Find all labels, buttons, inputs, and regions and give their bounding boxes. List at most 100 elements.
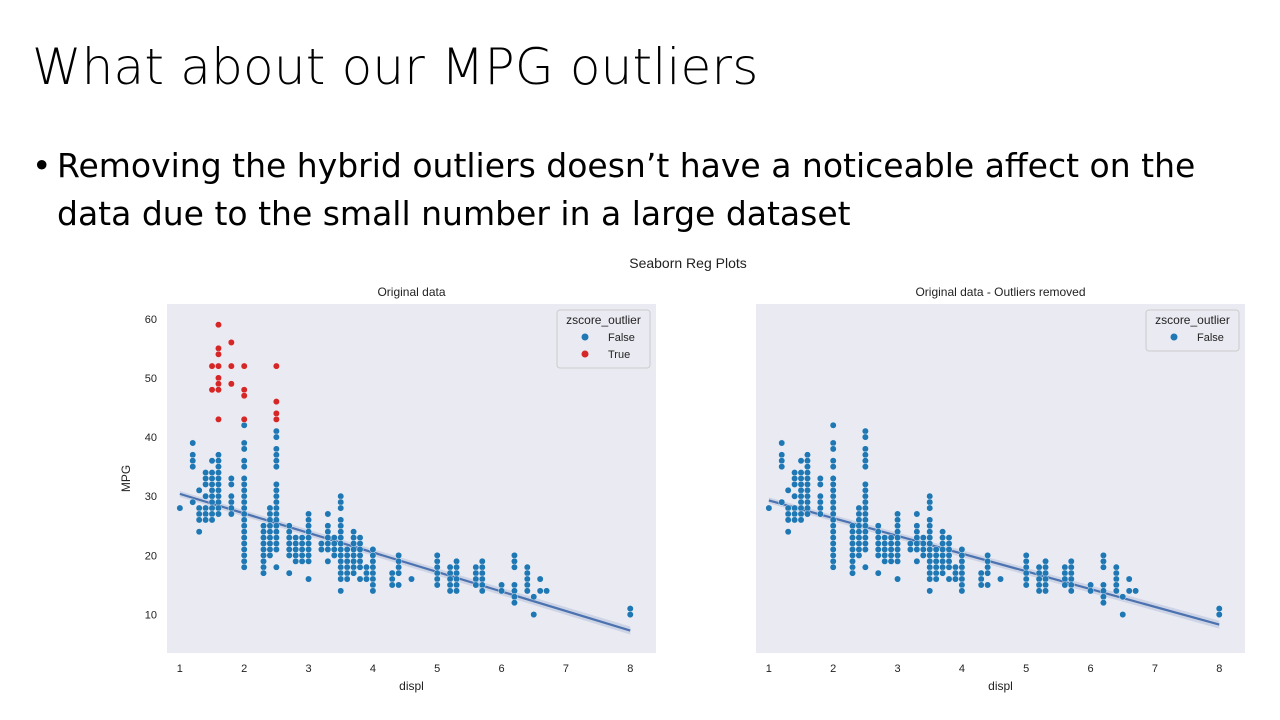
x-tick-label: 1 <box>766 663 772 675</box>
scatter-point-false <box>369 563 377 571</box>
scatter-point-false <box>861 481 869 488</box>
scatter-point-false <box>913 528 921 536</box>
x-tick-label: 5 <box>1023 663 1029 675</box>
scatter-point-false <box>855 540 863 547</box>
scatter-point-false <box>913 534 921 542</box>
scatter-point-true <box>208 386 216 394</box>
scatter-point-false <box>240 510 248 518</box>
scatter-point-false <box>1061 575 1069 583</box>
scatter-point-false <box>1035 569 1043 577</box>
scatter-point-false <box>1061 569 1069 577</box>
scatter-point-false <box>272 546 280 553</box>
scatter-point-false <box>829 498 837 506</box>
scatter-point-false <box>511 563 518 571</box>
subplot-title: Original data - Outliers removed <box>915 285 1085 299</box>
scatter-point-false <box>433 569 441 577</box>
scatter-point-false <box>778 463 786 471</box>
scatter-point-false <box>804 481 811 488</box>
scatter-point-false <box>861 445 869 453</box>
scatter-point-false <box>260 563 267 571</box>
scatter-point-false <box>945 557 953 565</box>
scatter-point-false <box>363 563 370 571</box>
scatter-point-false <box>240 439 248 447</box>
scatter-point-false <box>1112 569 1120 577</box>
scatter-point-false <box>784 528 792 536</box>
x-tick-label: 3 <box>305 663 311 675</box>
legend-marker-false <box>1170 333 1178 341</box>
scatter-point-false <box>626 611 634 618</box>
scatter-point-false <box>945 546 953 553</box>
scatter-point-false <box>285 534 293 542</box>
scatter-point-false <box>855 551 863 559</box>
scatter-point-false <box>240 516 248 524</box>
x-axis-label: displ <box>399 679 424 693</box>
scatter-point-false <box>356 546 364 553</box>
scatter-point-true <box>215 386 222 394</box>
scatter-point-false <box>337 540 345 547</box>
scatter-point-false <box>919 546 927 553</box>
scatter-point-false <box>849 546 856 553</box>
scatter-point-false <box>215 457 222 465</box>
scatter-point-false <box>369 557 377 565</box>
scatter-point-false <box>829 492 837 500</box>
scatter-point-false <box>919 551 927 559</box>
scatter-point-false <box>1087 587 1094 595</box>
scatter-point-false <box>997 575 1004 583</box>
scatter-point-false <box>894 575 901 583</box>
scatter-point-false <box>849 569 856 577</box>
scatter-point-false <box>797 510 805 518</box>
scatter-point-false <box>395 557 403 565</box>
scatter-point-false <box>240 486 248 494</box>
scatter-point-false <box>1125 587 1133 595</box>
scatter-point-false <box>849 534 856 542</box>
scatter-point-false <box>1112 581 1120 589</box>
scatter-point-false <box>272 504 280 512</box>
scatter-point-false <box>511 599 518 607</box>
scatter-point-false <box>874 528 882 536</box>
scatter-point-false <box>369 546 377 553</box>
scatter-point-false <box>791 504 799 512</box>
scatter-point-false <box>861 433 869 441</box>
scatter-point-false <box>227 510 235 518</box>
scatter-point-false <box>1067 581 1075 589</box>
scatter-point-false <box>861 451 869 459</box>
scatter-point-false <box>478 563 486 571</box>
scatter-point-false <box>176 504 184 512</box>
scatter-point-false <box>202 516 210 524</box>
scatter-point-true <box>227 380 235 388</box>
subplot-2: Original data - Outliers removed 1 2 3 4 5 6 7 8… <box>756 285 1245 693</box>
scatter-point-false <box>511 581 518 589</box>
scatter-point-false <box>285 569 293 577</box>
scatter-point-false <box>433 563 441 571</box>
scatter-point-false <box>977 569 985 577</box>
scatter-point-false <box>285 528 293 536</box>
scatter-point-false <box>292 557 300 565</box>
scatter-point-false <box>195 486 203 494</box>
scatter-point-false <box>272 427 280 435</box>
scatter-point-false <box>395 581 403 589</box>
scatter-point-false <box>887 546 895 553</box>
scatter-point-false <box>855 516 863 524</box>
scatter-point-false <box>797 457 805 465</box>
scatter-point-false <box>350 540 357 547</box>
subplot-1: Original data 1 2 3 4 5 6 7 8 10 20 30 40 50 60 displ MP… <box>119 285 656 693</box>
scatter-point-false <box>791 475 799 482</box>
scatter-point-false <box>984 563 992 571</box>
scatter-point-false <box>791 516 799 524</box>
scatter-point-false <box>240 463 248 471</box>
scatter-point-false <box>804 504 811 512</box>
scatter-point-false <box>266 546 274 553</box>
scatter-point-false <box>926 575 934 583</box>
y-tick-label: 10 <box>145 610 157 622</box>
scatter-point-true <box>215 350 222 358</box>
scatter-point-false <box>433 557 441 565</box>
scatter-point-false <box>1035 563 1043 571</box>
scatter-point-false <box>849 557 856 565</box>
scatter-point-false <box>272 433 280 441</box>
scatter-point-false <box>887 551 895 559</box>
scatter-point-false <box>932 563 940 571</box>
scatter-point-false <box>861 563 869 571</box>
scatter-point-true <box>272 410 280 417</box>
scatter-point-false <box>1100 563 1107 571</box>
scatter-point-false <box>453 557 460 565</box>
